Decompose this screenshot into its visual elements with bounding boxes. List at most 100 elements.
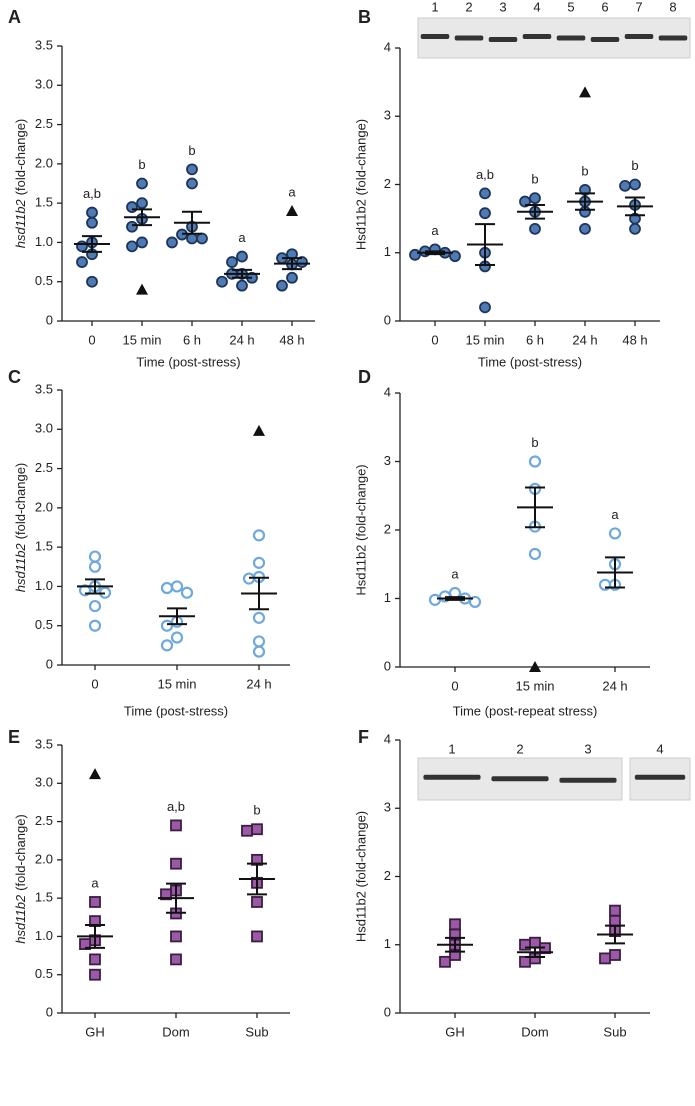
y-tick-label: 2 [384, 868, 391, 883]
y-tick-label: 3.5 [35, 736, 53, 751]
x-axis-label: Time (post-stress) [478, 354, 582, 369]
blot-band [522, 34, 552, 39]
significance-letter: a [431, 223, 439, 238]
data-point [186, 163, 198, 176]
x-tick-label: 24 h [246, 676, 271, 691]
significance-letter: b [631, 158, 638, 173]
panel-letter: D [358, 367, 371, 387]
data-point [160, 619, 174, 632]
data-point [89, 953, 101, 966]
data-point [136, 177, 148, 190]
y-tick-label: 1.5 [35, 195, 53, 210]
lane-label: 8 [669, 0, 676, 14]
data-point [170, 930, 182, 943]
y-tick-label: 2.0 [35, 155, 53, 170]
x-tick-label: GH [85, 1024, 105, 1039]
y-tick-label: 1.5 [35, 890, 53, 905]
x-tick-label: GH [445, 1024, 465, 1039]
blot-band [559, 777, 617, 783]
y-axis-label: hsd11b2 (fold-change) [13, 814, 28, 944]
x-tick-label: 15 min [122, 332, 161, 347]
data-point [629, 222, 641, 235]
y-tick-label: 0 [46, 1004, 53, 1019]
y-tick-label: 3 [384, 108, 391, 123]
data-point [160, 888, 172, 901]
lane-label: 7 [635, 0, 642, 14]
data-point [170, 857, 182, 870]
data-point [252, 635, 266, 648]
y-axis-label: hsd11b2 (fold-change) [13, 463, 28, 593]
significance-letter: b [138, 157, 145, 172]
data-point [251, 930, 263, 943]
y-tick-label: 3 [384, 800, 391, 815]
x-tick-label: 0 [91, 676, 98, 691]
data-point [599, 952, 611, 965]
y-tick-label: 0 [384, 1004, 391, 1019]
x-tick-label: Dom [521, 1024, 548, 1039]
data-point [216, 275, 228, 288]
y-tick-label: 4 [384, 731, 391, 746]
significance-letter: a [451, 566, 459, 581]
panel-letter: B [358, 7, 371, 27]
data-point [166, 236, 178, 249]
significance-letter: a [288, 184, 296, 199]
y-tick-label: 0.5 [35, 273, 53, 288]
data-point [88, 560, 102, 573]
significance-letter: b [188, 143, 195, 158]
outlier [529, 661, 541, 672]
y-tick-label: 1 [384, 936, 391, 951]
x-tick-label: 15 min [515, 678, 554, 693]
x-tick-label: 24 h [572, 332, 597, 347]
blot-band [454, 35, 484, 41]
data-point [528, 455, 542, 468]
data-point [579, 222, 591, 235]
lane-label: 2 [516, 741, 523, 756]
lane-label: 2 [465, 0, 472, 14]
lane-label: 6 [601, 0, 608, 14]
blot-band [590, 37, 620, 42]
lane-label: 4 [656, 741, 663, 756]
x-tick-label: 6 h [183, 332, 201, 347]
data-point [252, 611, 266, 624]
data-point [409, 248, 421, 261]
data-point [241, 824, 253, 837]
data-point [186, 232, 198, 245]
panel-letter: E [8, 727, 20, 747]
blot-band [488, 37, 518, 42]
significance-letter: a [91, 875, 99, 890]
y-tick-label: 3.0 [35, 421, 53, 436]
data-point [609, 949, 621, 961]
y-tick-label: 2.0 [35, 499, 53, 514]
data-point [160, 581, 174, 595]
y-tick-label: 1 [384, 590, 391, 605]
blot-band [491, 776, 549, 782]
y-tick-label: 3 [384, 453, 391, 468]
data-point [136, 236, 148, 249]
outlier [286, 205, 298, 216]
x-tick-label: 6 h [526, 332, 544, 347]
y-tick-label: 3.5 [35, 381, 53, 396]
x-tick-label: 0 [88, 332, 95, 347]
y-label-unit: (fold-change) [13, 463, 28, 540]
outlier [253, 424, 265, 436]
data-point [608, 527, 622, 540]
blot-band [634, 774, 686, 780]
data-point [89, 896, 101, 908]
y-tick-label: 1 [384, 244, 391, 259]
lane-label: 5 [567, 0, 574, 14]
data-point [89, 968, 101, 981]
data-point [619, 179, 631, 192]
lane-label: 1 [448, 741, 455, 756]
outlier [89, 768, 101, 780]
data-point [76, 240, 88, 253]
data-point [252, 529, 266, 542]
blot-band [420, 34, 450, 39]
y-tick-label: 2 [384, 176, 391, 191]
y-tick-label: 2.5 [35, 460, 53, 475]
data-point [88, 619, 102, 632]
y-label-unit: (fold-change) [13, 814, 28, 891]
data-point [86, 206, 98, 219]
data-point [276, 279, 288, 292]
data-point [126, 220, 138, 233]
